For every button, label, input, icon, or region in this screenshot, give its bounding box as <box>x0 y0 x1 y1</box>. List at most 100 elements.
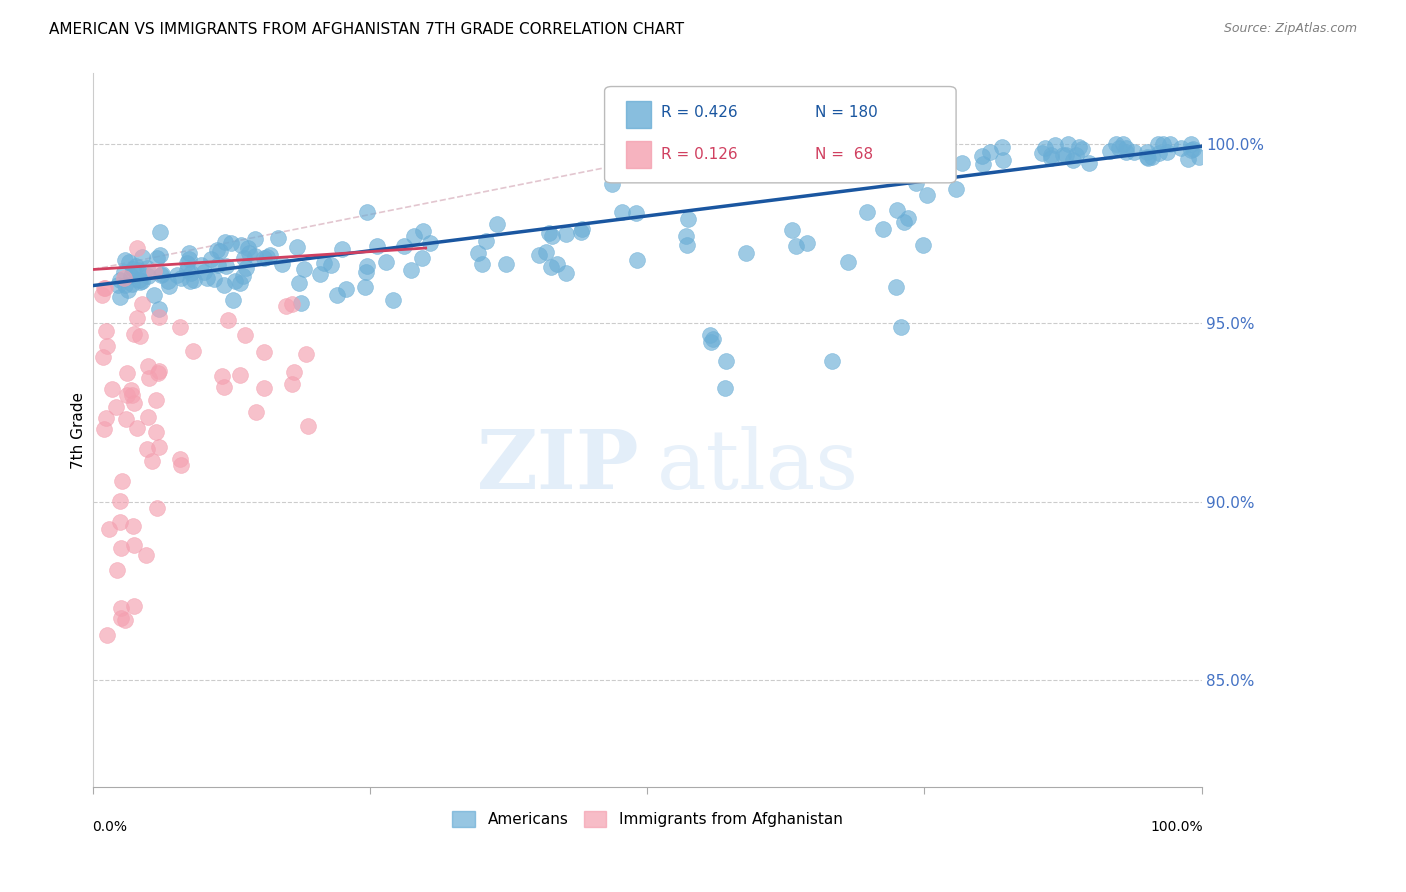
Point <box>114 412 136 426</box>
Point <box>1182 142 1205 156</box>
Point <box>366 239 388 253</box>
Point <box>136 269 159 284</box>
Point <box>94 281 117 295</box>
Point <box>1136 150 1159 164</box>
Point <box>897 211 920 225</box>
Point <box>1070 142 1092 156</box>
Point <box>179 274 201 288</box>
Point <box>214 235 236 249</box>
Point <box>135 548 157 562</box>
Point <box>166 268 188 282</box>
Point <box>541 229 564 244</box>
Point <box>148 440 170 454</box>
Point <box>773 165 796 179</box>
Point <box>131 250 153 264</box>
Point <box>190 258 212 272</box>
Point <box>245 232 267 246</box>
Point <box>114 613 136 627</box>
Point <box>319 258 342 272</box>
Point <box>1108 141 1130 155</box>
Point <box>207 243 229 257</box>
Point <box>193 265 215 279</box>
Point <box>676 212 699 227</box>
Point <box>112 265 135 279</box>
Point <box>141 454 163 468</box>
Point <box>195 271 218 285</box>
Point <box>1115 141 1137 155</box>
Point <box>354 265 377 279</box>
Point <box>991 153 1014 168</box>
Point <box>1115 145 1137 159</box>
Point <box>256 250 278 264</box>
Point <box>990 140 1012 154</box>
Point <box>356 260 378 274</box>
Point <box>1057 137 1080 152</box>
Point <box>121 277 143 291</box>
Point <box>94 411 117 425</box>
Point <box>1062 153 1084 167</box>
Point <box>294 261 316 276</box>
Point <box>274 299 297 313</box>
Point <box>149 225 172 239</box>
Point <box>179 252 201 267</box>
Point <box>326 288 349 302</box>
Point <box>108 515 131 529</box>
Point <box>143 288 166 302</box>
Text: Source: ZipAtlas.com: Source: ZipAtlas.com <box>1223 22 1357 36</box>
Point <box>1180 137 1202 152</box>
Point <box>170 270 193 285</box>
Point <box>120 269 142 284</box>
Point <box>93 421 115 435</box>
Point <box>117 388 139 402</box>
Legend: Americans, Immigrants from Afghanistan: Americans, Immigrants from Afghanistan <box>446 805 849 833</box>
Point <box>280 376 302 391</box>
Point <box>150 267 173 281</box>
Point <box>212 277 235 292</box>
Point <box>124 538 146 552</box>
Point <box>98 522 121 536</box>
Y-axis label: 7th Grade: 7th Grade <box>72 392 86 468</box>
Point <box>495 257 517 271</box>
Point <box>706 130 728 145</box>
Point <box>467 246 489 260</box>
Point <box>122 519 145 533</box>
Point <box>1031 146 1053 161</box>
Point <box>1077 155 1099 169</box>
Point <box>212 380 235 394</box>
Point <box>796 236 818 251</box>
Point <box>1152 137 1174 152</box>
Text: 0.0%: 0.0% <box>91 820 127 834</box>
Point <box>1104 137 1126 152</box>
Point <box>740 158 762 172</box>
Point <box>136 261 159 276</box>
Text: N = 180: N = 180 <box>815 105 879 120</box>
Point <box>886 202 908 217</box>
Point <box>121 261 143 276</box>
Point <box>837 255 859 269</box>
Point <box>1054 148 1077 162</box>
Point <box>381 293 404 307</box>
Point <box>1170 141 1192 155</box>
Point <box>233 251 256 265</box>
Point <box>253 381 276 395</box>
Point <box>312 256 335 270</box>
Point <box>485 217 508 231</box>
Point <box>972 157 994 171</box>
Point <box>211 368 233 383</box>
Point <box>127 421 149 435</box>
Point <box>235 261 257 276</box>
Point <box>253 345 276 359</box>
Point <box>148 301 170 316</box>
Point <box>330 242 353 256</box>
Point <box>180 266 202 280</box>
Point <box>271 257 294 271</box>
Text: N =  68: N = 68 <box>815 147 873 162</box>
Point <box>150 268 173 282</box>
Point <box>884 279 907 293</box>
Point <box>412 224 434 238</box>
Point <box>91 351 114 365</box>
Point <box>699 327 721 342</box>
Point <box>1064 148 1087 162</box>
Point <box>121 388 143 402</box>
Point <box>129 329 152 343</box>
